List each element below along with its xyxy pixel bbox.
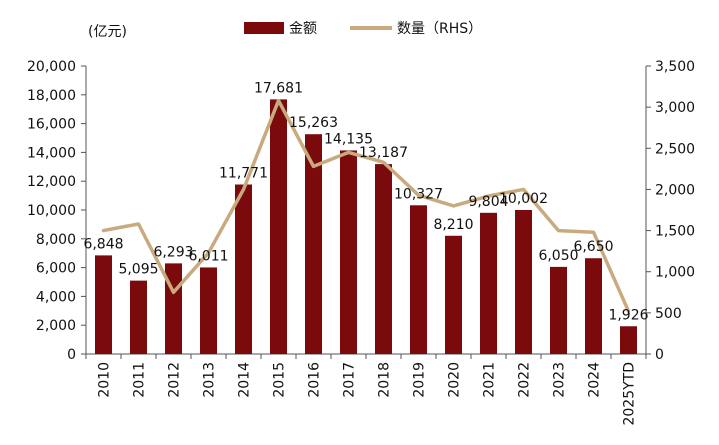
y-right-tick-label: 2,000: [655, 182, 695, 198]
x-tick-label: 2021: [482, 362, 498, 398]
bar: [620, 326, 637, 354]
bar: [235, 184, 252, 354]
bar-value-label: 5,095: [118, 262, 158, 278]
axes: 0 2,000 4,000 6,000 8,000 10,000 12,000 14,000 1…: [27, 59, 695, 426]
x-tick-label: 2019: [412, 362, 428, 398]
y-right-tick-label: 1,000: [655, 265, 695, 281]
y-right-tick-label: 0: [655, 347, 664, 363]
legend-swatch-bar: [244, 22, 284, 34]
bar: [550, 266, 567, 354]
line-series: [101, 98, 631, 313]
bar: [305, 134, 322, 354]
y-right-tick-label: 2,500: [655, 141, 695, 157]
y-left-tick-label: 12,000: [27, 174, 76, 190]
bar: [445, 235, 462, 354]
x-tick-label: 2024: [587, 362, 603, 398]
bar: [515, 209, 532, 354]
y-left-tick-label: 14,000: [27, 145, 76, 161]
y-left-tick-label: 8,000: [36, 232, 76, 248]
bar-value-label: 15,263: [289, 115, 338, 131]
bar: [95, 255, 112, 354]
x-tick-label: 2025YTD: [622, 362, 638, 426]
bar: [270, 99, 287, 354]
bar-value-label: 17,681: [254, 80, 303, 96]
y-left-tick-label: 20,000: [27, 59, 76, 75]
x-tick-label: 2022: [517, 362, 533, 398]
legend-label-bar: 金额: [289, 21, 317, 37]
bar: [375, 164, 392, 354]
bar-value-label: 6,848: [83, 236, 123, 252]
y-right-tick-label: 1,500: [655, 224, 695, 240]
y-right-tick-label: 500: [655, 306, 682, 322]
bar-value-label: 6,050: [538, 248, 578, 264]
x-tick-label: 2013: [202, 362, 218, 398]
y-left-tick-label: 18,000: [27, 88, 76, 104]
bar: [340, 150, 357, 354]
y-left-tick-label: 16,000: [27, 117, 76, 133]
x-tick-label: 2017: [342, 362, 358, 398]
y-right-tick-label: 3,500: [655, 59, 695, 75]
x-tick-label: 2016: [307, 362, 323, 398]
x-tick-label: 2015: [272, 362, 288, 398]
line-series-path: [101, 98, 631, 313]
bar-value-label: 9,804: [468, 194, 508, 210]
bar-value-label: 1,926: [608, 307, 648, 323]
bar-value-label: 8,210: [433, 217, 473, 233]
x-tick-label: 2023: [552, 362, 568, 398]
bar-value-label: 10,002: [499, 191, 548, 207]
bars: [95, 99, 637, 354]
y-left-tick-label: 6,000: [36, 261, 76, 277]
y-left-unit-label: (亿元): [88, 24, 127, 40]
bar-value-label: 14,135: [324, 131, 373, 147]
y-left-tick-label: 4,000: [36, 289, 76, 305]
bar-value-label: 13,187: [359, 145, 408, 161]
bar: [480, 212, 497, 354]
x-tick-label: 2011: [132, 362, 148, 398]
bar: [585, 258, 602, 354]
x-tick-label: 2020: [447, 362, 463, 398]
bar: [200, 267, 217, 354]
legend-label-line: 数量（RHS）: [397, 21, 482, 37]
legend: 金额 数量（RHS）: [244, 21, 482, 37]
bar-value-label: 6,293: [153, 244, 193, 260]
y-left-tick-label: 2,000: [36, 318, 76, 334]
y-right-tick-label: 3,000: [655, 100, 695, 116]
bar: [410, 205, 427, 354]
bar-value-label: 6,650: [573, 239, 613, 255]
x-tick-label: 2010: [97, 362, 113, 398]
y-left-tick-label: 0: [67, 347, 76, 363]
bar-value-label: 10,327: [394, 186, 443, 202]
y-left-tick-label: 10,000: [27, 203, 76, 219]
bar-value-label: 6,011: [188, 248, 228, 264]
x-tick-label: 2014: [237, 362, 253, 398]
x-tick-label: 2012: [167, 362, 183, 398]
bar: [130, 280, 147, 354]
x-tick-label: 2018: [377, 362, 393, 398]
bar-value-label: 11,771: [219, 165, 268, 181]
